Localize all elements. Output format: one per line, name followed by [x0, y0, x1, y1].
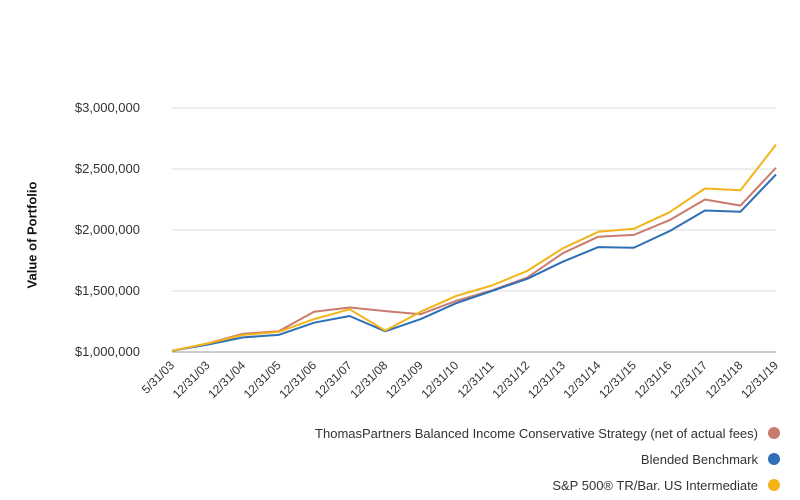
x-tick-label: 12/31/06: [276, 358, 319, 401]
x-tick-label: 12/31/13: [525, 358, 568, 401]
x-tick-label: 12/31/18: [703, 358, 746, 401]
series-line-3: [171, 143, 777, 352]
x-tick-label: 12/31/11: [455, 358, 498, 401]
x-tick-label: 12/31/09: [383, 358, 426, 401]
legend-item: ThomasPartners Balanced Income Conservat…: [160, 420, 780, 446]
y-axis-label-text: Value of Portfolio: [24, 181, 40, 289]
series-line-1: [171, 167, 777, 352]
x-tick-label: 12/31/12: [489, 358, 532, 401]
y-axis-label: Value of Portfolio: [22, 160, 42, 310]
legend-label: ThomasPartners Balanced Income Conservat…: [315, 425, 758, 441]
x-tick-label: 12/31/16: [632, 358, 675, 401]
legend-dot: [768, 453, 780, 465]
legend-dot: [768, 427, 780, 439]
x-tick-label: 12/31/03: [170, 358, 213, 401]
legend-label: Blended Benchmark: [640, 451, 758, 467]
legend-item: S&P 500® TR/Bar. US Intermediate: [160, 472, 780, 498]
legend-label: S&P 500® TR/Bar. US Intermediate: [552, 477, 758, 493]
x-tick-label: 12/31/19: [738, 358, 781, 401]
line-chart: $1,000,000 $1,500,000 $2,000,000 $2,500,000…: [75, 100, 781, 401]
legend: ThomasPartners Balanced Income Conservat…: [160, 420, 780, 498]
x-tick-label: 12/31/07: [312, 358, 355, 401]
legend-dot: [768, 479, 780, 491]
x-tick-label: 12/31/04: [205, 358, 248, 401]
y-tick-label: $2,500,000: [75, 161, 140, 176]
x-tick-label: 12/31/10: [418, 358, 461, 401]
x-tick-label: 12/31/17: [667, 358, 710, 401]
y-tick-label: $1,500,000: [75, 283, 140, 298]
x-tick-label: 12/31/08: [347, 358, 390, 401]
y-tick-label: $1,000,000: [75, 344, 140, 359]
x-tick-label: 12/31/14: [561, 358, 604, 401]
x-tick-label: 12/31/05: [241, 358, 284, 401]
legend-item: Blended Benchmark: [160, 446, 780, 472]
y-tick-label: $2,000,000: [75, 222, 140, 237]
x-tick-label: 12/31/15: [596, 358, 639, 401]
y-tick-label: $3,000,000: [75, 100, 140, 115]
series-line-2: [171, 173, 777, 352]
